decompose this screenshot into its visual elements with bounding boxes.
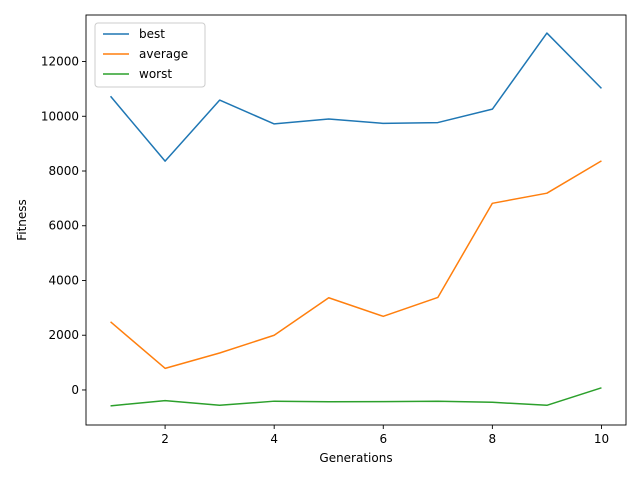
- x-tick-label: 8: [489, 432, 497, 446]
- x-tick-label: 4: [270, 432, 278, 446]
- x-tick-label: 6: [379, 432, 387, 446]
- x-tick-label: 10: [594, 432, 609, 446]
- legend-box: [94, 22, 206, 88]
- y-axis-label: Fitness: [15, 199, 29, 241]
- y-tick-label: 8000: [48, 164, 79, 178]
- plot-frame: [85, 14, 627, 426]
- legend-label-best: best: [139, 27, 165, 41]
- y-tick-label: 6000: [48, 219, 79, 233]
- y-tick-label: 0: [71, 383, 79, 397]
- y-tick-label: 2000: [48, 328, 79, 342]
- x-axis: 2 4 6 8 10: [161, 425, 609, 446]
- y-tick-label: 10000: [41, 109, 79, 123]
- series-line-average: [110, 160, 602, 370]
- y-tick-label: 4000: [48, 273, 79, 287]
- y-tick-label: 12000: [41, 55, 79, 69]
- legend-label-average: average: [139, 47, 188, 61]
- series-line-best: [109, 32, 602, 162]
- legend: best average worst: [94, 22, 206, 88]
- series-layer: [109, 32, 602, 407]
- y-axis: 0 2000 4000 6000 8000 10000 12000: [41, 55, 86, 397]
- series-line-worst: [110, 387, 602, 407]
- plot-area: [85, 14, 627, 426]
- legend-label-worst: worst: [139, 67, 172, 81]
- x-axis-label: Generations: [319, 451, 392, 465]
- x-tick-label: 2: [161, 432, 169, 446]
